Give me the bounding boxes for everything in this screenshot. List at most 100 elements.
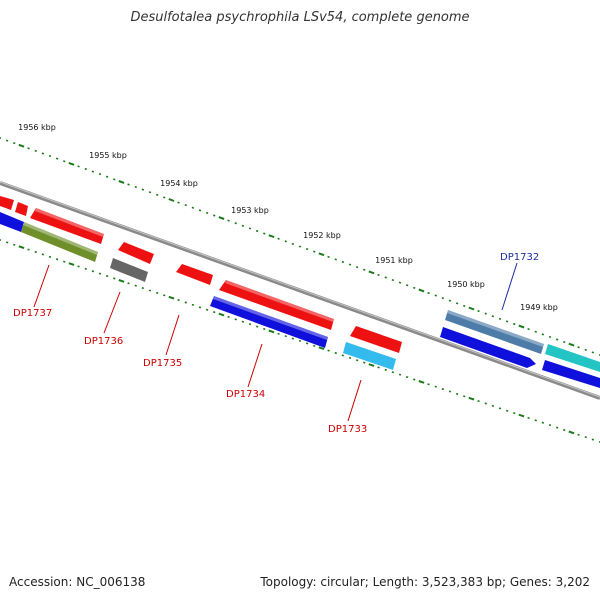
tick-mark <box>48 154 52 158</box>
tick-mark <box>484 402 487 405</box>
gene-dp1732[interactable] <box>445 310 544 354</box>
tick-mark <box>468 396 475 401</box>
gene-dp1734[interactable] <box>210 296 328 348</box>
tick-mark <box>168 295 175 300</box>
tick-mark <box>398 373 402 376</box>
tick-mark <box>13 142 16 145</box>
tick-mark <box>68 262 75 266</box>
tick-label: 1955 kbp <box>89 151 127 160</box>
tick-mark <box>241 224 245 227</box>
tick-mark <box>318 252 325 257</box>
tick-mark <box>63 260 66 263</box>
tick-mark <box>41 152 45 155</box>
tick-mark <box>434 294 437 297</box>
tick-mark <box>284 335 287 338</box>
gene-arrow[interactable] <box>30 208 104 244</box>
tick-mark <box>498 407 502 410</box>
tick-mark <box>77 265 80 268</box>
tick-mark <box>163 294 166 297</box>
tick-mark <box>313 250 316 253</box>
tick-mark <box>55 157 59 160</box>
tick-mark <box>41 253 45 256</box>
tick-mark <box>5 241 9 244</box>
tick-mark <box>568 430 575 435</box>
tick-mark <box>268 234 275 239</box>
tick-mark <box>184 204 187 207</box>
tick-mark <box>391 278 395 282</box>
gene-arrow[interactable] <box>219 280 334 330</box>
tick-mark <box>277 237 280 240</box>
gene-arrow[interactable] <box>118 242 154 264</box>
gene-label-dp1736[interactable]: DP1736 <box>84 336 123 347</box>
tick-mark <box>184 301 187 304</box>
tick-mark <box>341 354 345 357</box>
tick-mark <box>68 161 75 166</box>
tick-mark <box>534 330 537 333</box>
gene-dp1733[interactable] <box>343 342 396 370</box>
tick-label: 1950 kbp <box>447 280 485 289</box>
tick-mark <box>118 279 125 283</box>
tick-mark <box>248 323 252 326</box>
tick-labels: 1956 kbp 1955 kbp 1954 kbp 1953 kbp 1952 kbp… <box>18 123 558 312</box>
tick-mark <box>234 318 237 321</box>
tick-mark <box>77 165 80 168</box>
tick-mark <box>268 329 275 334</box>
tick-mark <box>213 311 216 314</box>
tick-mark <box>368 270 375 275</box>
tick-mark <box>377 366 380 369</box>
tick-mark <box>34 250 37 254</box>
gene-label-dp1733[interactable]: DP1733 <box>328 424 367 435</box>
gene-arrow[interactable] <box>545 344 600 372</box>
tick-mark <box>591 351 595 354</box>
gene-features <box>0 196 600 388</box>
gene-dp1737[interactable] <box>21 222 98 262</box>
tick-mark <box>577 433 580 436</box>
tick-mark <box>305 247 309 251</box>
gene-arrow[interactable] <box>0 196 14 210</box>
tick-mark <box>113 178 116 181</box>
tick-mark <box>205 308 209 311</box>
tick-mark <box>427 383 430 386</box>
tick-mark <box>413 378 416 381</box>
tick-mark <box>198 306 202 309</box>
gene-dp1736[interactable] <box>110 258 148 282</box>
gene-arrow[interactable] <box>0 212 24 232</box>
tick-mark <box>298 245 302 248</box>
tick-mark <box>234 222 237 225</box>
gene-arrow[interactable] <box>440 327 536 368</box>
tick-mark <box>155 291 159 294</box>
gene-label-dp1734[interactable]: DP1734 <box>226 389 265 400</box>
tick-mark <box>263 232 266 235</box>
tick-mark <box>541 333 545 336</box>
tick-mark <box>355 266 359 269</box>
tick-mark <box>127 282 130 285</box>
gene-arrow[interactable] <box>15 202 28 216</box>
tick-mark <box>105 275 109 278</box>
tick-mark <box>518 413 525 418</box>
tick-mark <box>448 390 452 393</box>
gene-label-dp1735[interactable]: DP1735 <box>143 358 182 369</box>
gene-arrow[interactable] <box>542 360 600 388</box>
gene-arrow[interactable] <box>176 264 213 285</box>
gene-arrow[interactable] <box>350 326 402 353</box>
tick-mark <box>55 258 59 261</box>
gene-label-dp1732[interactable]: DP1732 <box>500 252 539 263</box>
tick-mark <box>98 272 102 275</box>
tick-mark <box>441 297 445 300</box>
tick-mark <box>463 395 466 398</box>
tick-mark <box>327 255 330 258</box>
tick-mark <box>363 361 366 364</box>
tick-mark <box>213 214 216 217</box>
tick-mark <box>363 268 366 271</box>
tick-mark <box>98 173 102 176</box>
tick-mark <box>127 183 130 186</box>
tick-mark <box>27 147 30 150</box>
tick-mark <box>455 302 459 305</box>
tick-mark <box>591 438 595 441</box>
tick-mark <box>434 385 437 388</box>
tick-mark <box>198 209 202 212</box>
gene-label-dp1737[interactable]: DP1737 <box>13 308 52 319</box>
tick-mark <box>513 412 516 415</box>
genome-backbone <box>0 181 600 400</box>
